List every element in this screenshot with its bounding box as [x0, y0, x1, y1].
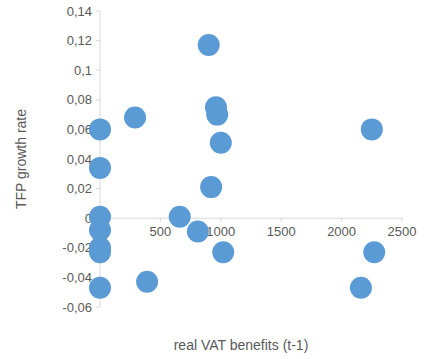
- y-tick: [96, 70, 100, 71]
- y-tick-label: -0,04: [62, 270, 92, 285]
- point: [89, 157, 111, 179]
- y-tick-label: -0,06: [62, 300, 92, 315]
- y-axis-title: TFP growth rate: [13, 109, 29, 209]
- x-axis: [100, 218, 402, 219]
- x-tick-label: 1500: [267, 224, 296, 239]
- x-tick-label: 2500: [388, 224, 417, 239]
- point: [89, 118, 111, 140]
- y-tick: [96, 40, 100, 41]
- y-tick-label: 0,04: [67, 152, 92, 167]
- x-tick-label: 2000: [327, 224, 356, 239]
- y-tick-label: 0,06: [67, 122, 92, 137]
- point: [187, 221, 209, 243]
- chart: -0,06-0,04-0,0200,020,040,060,080,10,120…: [0, 0, 438, 359]
- x-tick: [160, 218, 161, 222]
- x-tick: [341, 218, 342, 222]
- y-tick-label: 0,14: [67, 4, 92, 19]
- y-tick-label: 0,1: [74, 63, 92, 78]
- point: [136, 271, 158, 293]
- x-tick: [220, 218, 221, 222]
- y-tick: [96, 188, 100, 189]
- y-tick-label: 0,12: [67, 33, 92, 48]
- point: [198, 34, 220, 56]
- x-tick: [402, 218, 403, 222]
- points: [89, 34, 385, 299]
- point: [89, 277, 111, 299]
- point: [89, 241, 111, 263]
- x-tick: [281, 218, 282, 222]
- point: [169, 206, 191, 228]
- y-tick: [96, 307, 100, 308]
- x-tick-label: 500: [150, 224, 172, 239]
- point: [363, 241, 385, 263]
- background: [0, 0, 438, 359]
- point: [210, 132, 232, 154]
- point: [212, 241, 234, 263]
- y-tick: [96, 11, 100, 12]
- point: [200, 176, 222, 198]
- x-tick-label: 1000: [206, 224, 235, 239]
- y-tick-label: -0,02: [62, 240, 92, 255]
- y-tick-label: 0,02: [67, 181, 92, 196]
- point: [206, 104, 228, 126]
- point: [124, 107, 146, 129]
- x-axis-title: real VAT benefits (t-1): [174, 337, 309, 353]
- y-tick: [96, 99, 100, 100]
- y-tick-label: 0,08: [67, 92, 92, 107]
- point: [350, 277, 372, 299]
- point: [361, 118, 383, 140]
